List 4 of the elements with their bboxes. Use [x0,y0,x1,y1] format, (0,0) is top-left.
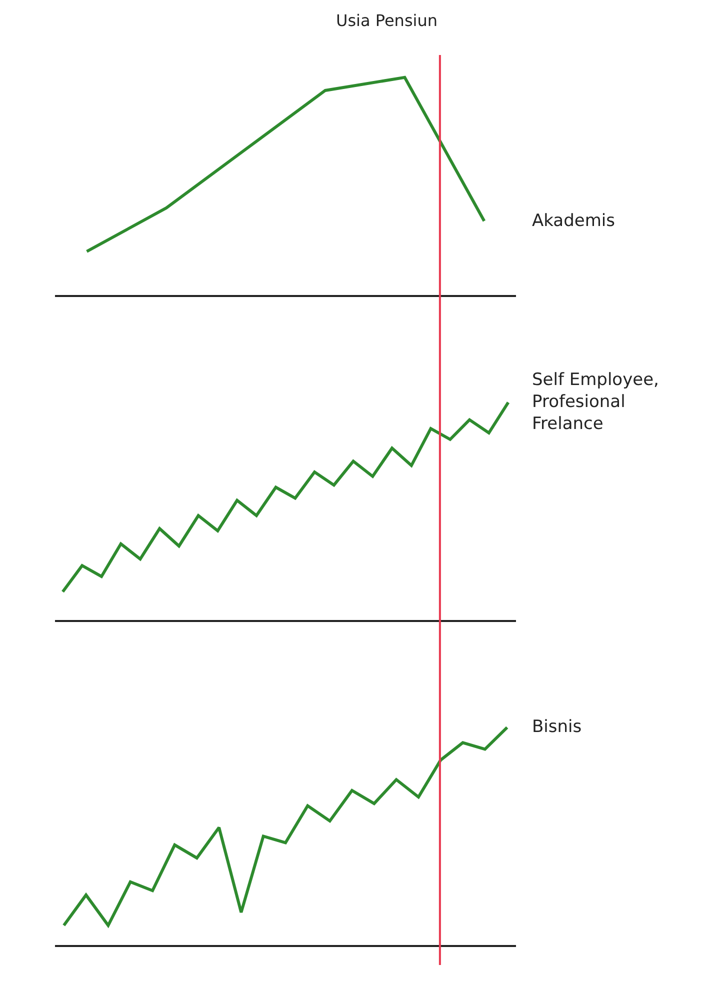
series-label: Self Employee, Profesional Frelance [532,370,659,434]
text: Akademis [532,211,616,231]
series-label: Bisnis [532,717,582,737]
text: Usia Pensiun [336,11,438,30]
